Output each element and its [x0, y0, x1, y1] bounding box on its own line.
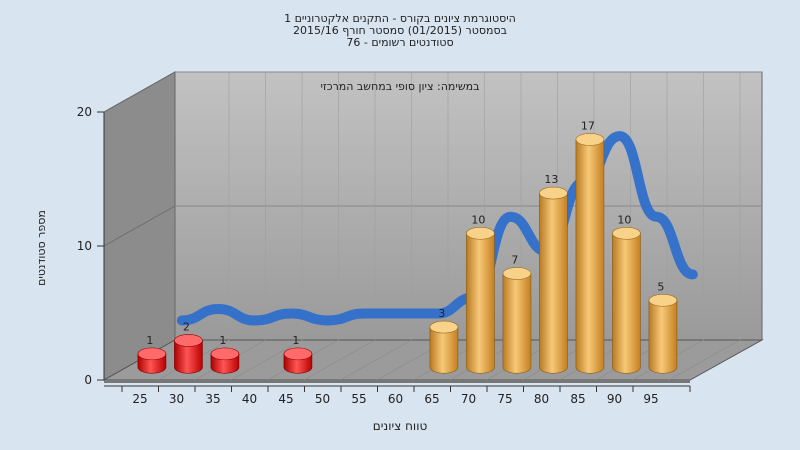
x-tick-label: 30 — [169, 392, 184, 406]
bar-value-label: 10 — [617, 213, 631, 226]
bar-value-label: 1 — [219, 334, 226, 347]
bar — [612, 226, 641, 374]
bar-value-label: 2 — [183, 320, 190, 333]
bar — [539, 186, 568, 374]
bar-value-label: 5 — [657, 280, 664, 293]
bar — [429, 320, 459, 374]
x-tick-label: 40 — [242, 392, 257, 406]
y-tick-label: 10 — [77, 239, 92, 253]
bar-value-label: 10 — [471, 213, 485, 226]
floor-edge — [104, 380, 690, 383]
bar — [283, 347, 313, 374]
chart-subtitle: במשימה: ציון סופי במחשב המרכזי — [320, 80, 480, 93]
x-tick-label: 85 — [570, 392, 585, 406]
x-tick-label: 80 — [534, 392, 549, 406]
x-tick-label: 75 — [497, 392, 512, 406]
bar-value-label: 17 — [581, 119, 595, 132]
x-tick-label: 45 — [278, 392, 293, 406]
bar — [466, 226, 495, 374]
bar-value-label: 3 — [438, 307, 445, 320]
chart-title-line-3: סטודנטים רשומים - 76 — [346, 36, 454, 49]
y-tick-label: 0 — [84, 373, 92, 387]
x-tick-label: 50 — [315, 392, 330, 406]
y-tick-label: 20 — [77, 105, 92, 119]
bar-value-label: 13 — [544, 173, 558, 186]
bar — [575, 133, 605, 374]
x-tick-label: 95 — [643, 392, 658, 406]
chart-title-line-1: היסטוגרמת ציונים בקורס - התקנים אלקטרוני… — [284, 12, 516, 25]
bar — [648, 293, 678, 374]
bar — [174, 334, 203, 374]
bar — [137, 347, 167, 374]
bar — [502, 267, 532, 374]
bar-value-label: 7 — [511, 253, 518, 266]
y-axis-label: מספר סטודנטים — [35, 210, 48, 286]
x-tick-label: 25 — [132, 392, 147, 406]
x-tick-label: 35 — [205, 392, 220, 406]
x-tick-label: 70 — [461, 392, 476, 406]
x-tick-label: 55 — [351, 392, 366, 406]
bar — [210, 347, 240, 374]
trend-ribbon — [176, 131, 698, 326]
x-tick-label: 65 — [424, 392, 439, 406]
bar-value-label: 1 — [292, 334, 299, 347]
x-tick-label: 60 — [388, 392, 403, 406]
x-tick-label: 90 — [607, 392, 622, 406]
x-axis-label: טווח ציונים — [372, 419, 428, 433]
chart-title-line-2: בסמסטר (01/2015) סמסטר חורף 2015/16 — [293, 24, 507, 37]
bar-value-label: 1 — [146, 334, 153, 347]
